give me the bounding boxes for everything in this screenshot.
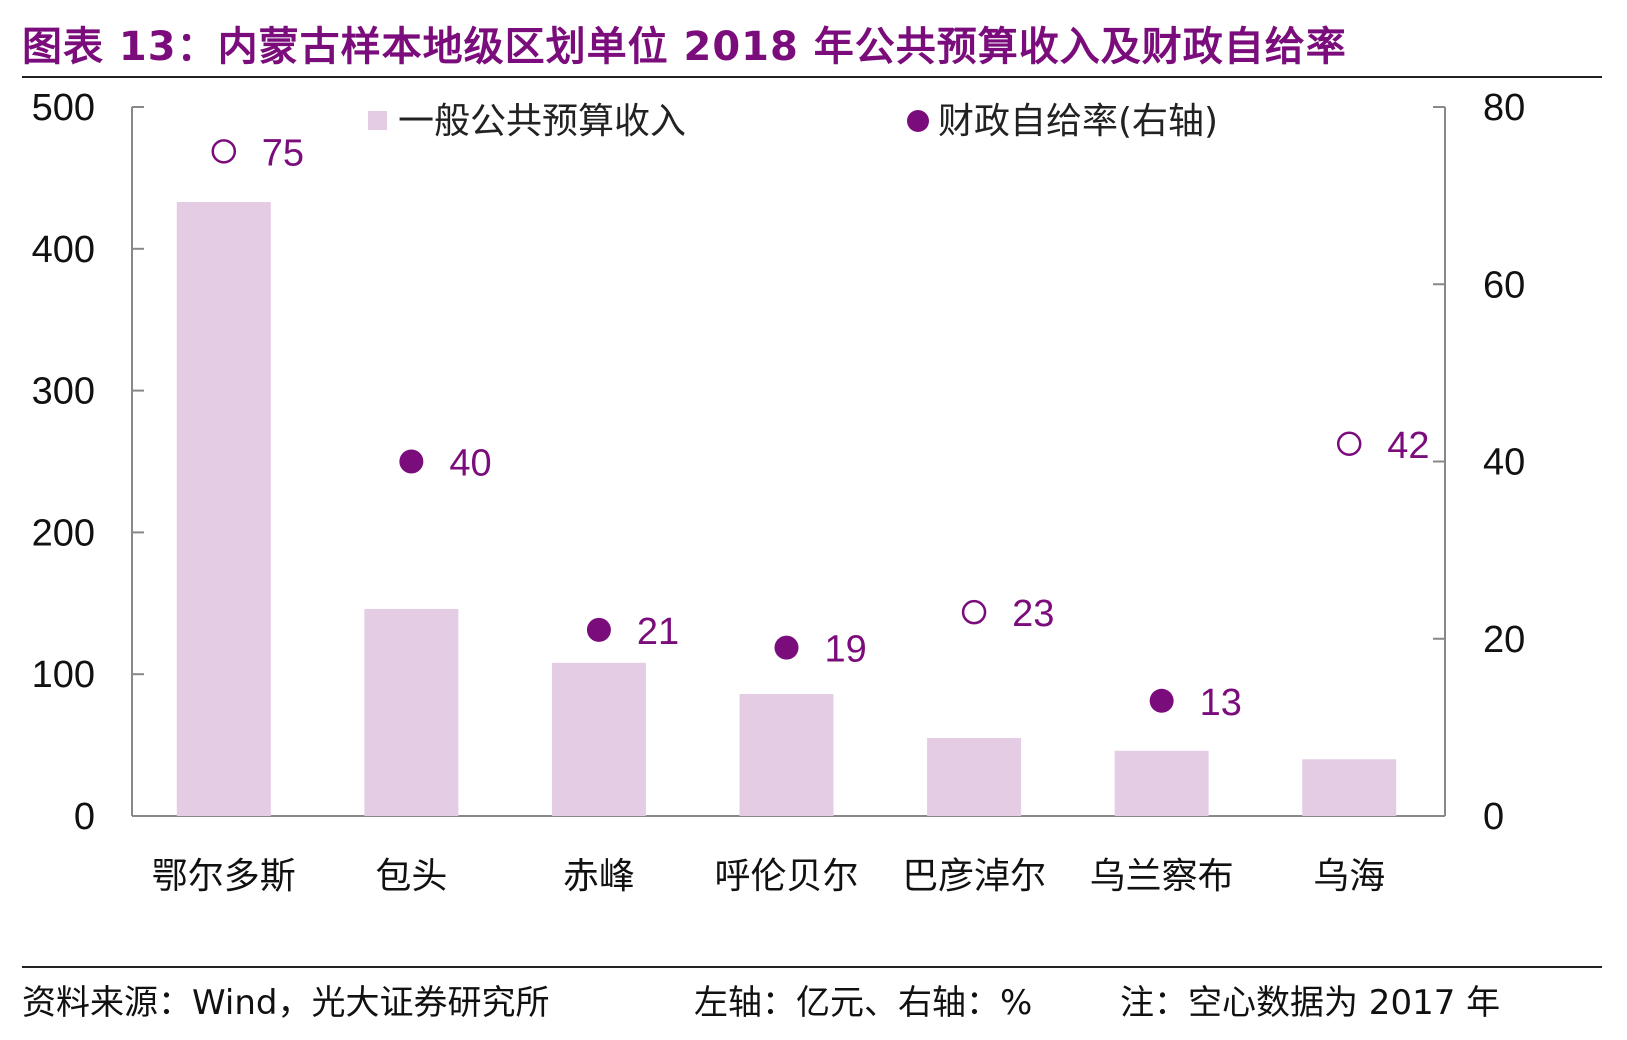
- right-tick-label: 40: [1483, 442, 1525, 484]
- bar: [364, 608, 459, 816]
- bar-series: [176, 202, 1397, 817]
- chart: 0 100 200 300 400 500 0 20 40 60 80 鄂尔多斯 包头 赤峰 呼伦贝尔 巴彦淖…: [32, 87, 1526, 897]
- right-tick-label: 60: [1483, 264, 1525, 306]
- bar: [739, 694, 834, 816]
- data-label: 40: [449, 443, 491, 485]
- left-tick-label: 200: [32, 512, 95, 554]
- data-label: 75: [262, 132, 304, 174]
- legend-bar-label: 一般公共预算收入: [398, 101, 686, 142]
- right-tick-label: 0: [1483, 796, 1504, 838]
- data-labels: 75 40 21 19 23 13 42: [262, 132, 1430, 723]
- bar: [1114, 750, 1209, 816]
- x-tick-label: 巴彦淖尔: [902, 856, 1046, 897]
- x-tick-label: 呼伦贝尔: [714, 856, 858, 897]
- bar: [551, 662, 646, 816]
- data-label: 13: [1200, 682, 1242, 724]
- data-label: 19: [825, 629, 867, 671]
- point: [774, 635, 799, 660]
- left-tick-label: 100: [32, 654, 95, 696]
- legend-dot-label: 财政自给率(右轴): [938, 101, 1218, 142]
- title-divider: [22, 76, 1602, 78]
- hollow-point: [1336, 431, 1362, 457]
- left-tick-label: 300: [32, 371, 95, 413]
- bar: [1302, 759, 1397, 816]
- point: [1149, 688, 1174, 713]
- data-label: 23: [1012, 593, 1054, 635]
- x-tick-label: 包头: [375, 856, 447, 897]
- bar: [927, 738, 1022, 816]
- legend-dot-swatch: [907, 110, 929, 132]
- hollow-point: [211, 139, 237, 164]
- axis-units-note: 左轴：亿元、右轴：%: [694, 983, 1033, 1023]
- dot-series: [211, 139, 1362, 713]
- footer: 资料来源：Wind，光大证券研究所 左轴：亿元、右轴：% 注：空心数据为 201…: [22, 975, 1602, 1025]
- footer-divider: [22, 966, 1602, 968]
- x-tick-label: 乌兰察布: [1090, 856, 1234, 897]
- x-tick-label: 赤峰: [563, 856, 635, 897]
- x-tick-label: 乌海: [1313, 856, 1385, 897]
- point: [586, 617, 611, 642]
- hollow-data-note: 注：空心数据为 2017 年: [1120, 983, 1501, 1023]
- hollow-point: [961, 599, 987, 625]
- data-label: 42: [1387, 425, 1429, 467]
- left-tick-label: 500: [32, 87, 95, 129]
- chart-title: 图表 13：内蒙古样本地级区划单位 2018 年公共预算收入及财政自给率: [22, 24, 1347, 70]
- right-tick-label: 20: [1483, 619, 1525, 661]
- point: [399, 449, 424, 474]
- axes: 0 100 200 300 400 500 0 20 40 60 80 鄂尔多斯 包头 赤峰 呼伦贝尔 巴彦淖…: [32, 87, 1526, 897]
- legend: 一般公共预算收入 财政自给率(右轴): [368, 101, 1218, 142]
- left-tick-label: 400: [32, 229, 95, 271]
- source-note: 资料来源：Wind，光大证券研究所: [22, 983, 550, 1023]
- right-tick-label: 80: [1483, 87, 1525, 129]
- legend-bar-swatch: [368, 111, 387, 130]
- left-tick-label: 0: [74, 796, 95, 838]
- bar: [176, 202, 271, 817]
- x-tick-label: 鄂尔多斯: [152, 856, 296, 897]
- data-label: 21: [637, 611, 679, 653]
